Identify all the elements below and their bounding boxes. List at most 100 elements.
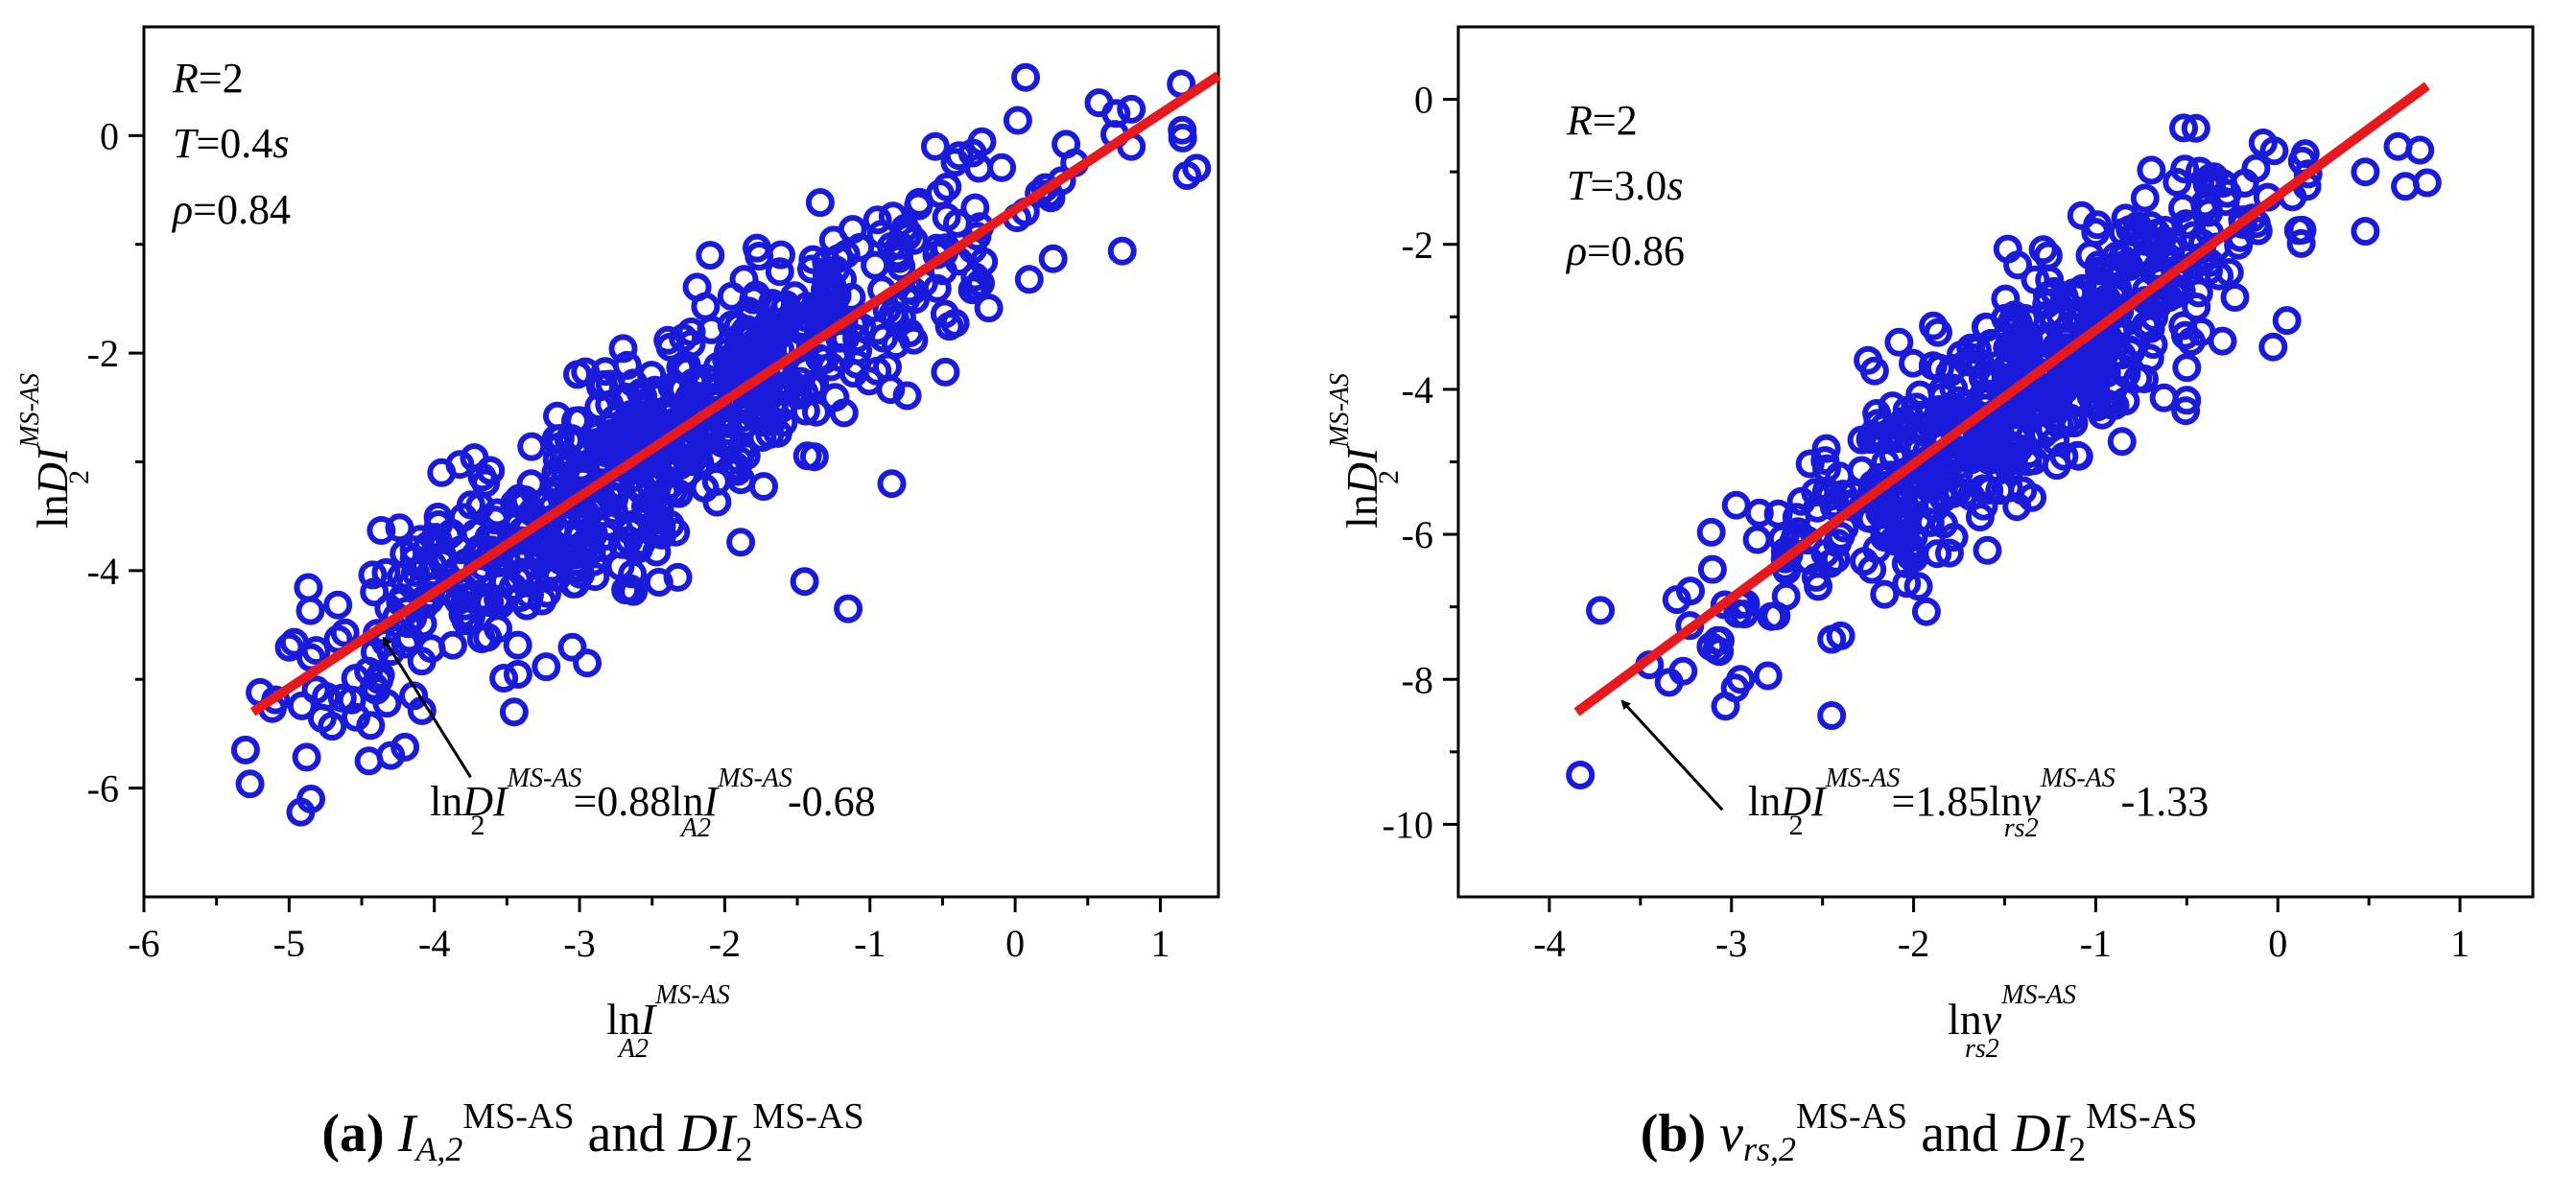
- scatter-point: [1903, 505, 1933, 535]
- scatter-point: [2287, 215, 2317, 245]
- scatter-point: [2107, 427, 2137, 457]
- scatter-point: [677, 447, 707, 477]
- x-axis-label-a: lnIMS-AS A2: [606, 980, 730, 1064]
- scatter-point: [362, 675, 391, 705]
- scatter-point: [1991, 284, 2021, 314]
- scatter-point: [557, 632, 587, 662]
- scatter-point: [1886, 483, 1916, 513]
- scatter-point: [667, 374, 697, 404]
- x-tick-label-a: 0: [1005, 922, 1025, 965]
- y-tick-label-b: 0: [1414, 79, 1433, 122]
- x-tick-label-b: 0: [2268, 922, 2287, 965]
- scatter-point: [2038, 402, 2068, 431]
- scatter-point: [295, 596, 325, 625]
- scatter-point: [612, 350, 642, 380]
- scatter-point: [726, 528, 756, 557]
- scatter-point: [1025, 178, 1054, 208]
- scatter-point: [503, 660, 532, 689]
- scatter-point: [542, 444, 572, 474]
- scatter-point: [1935, 538, 1964, 568]
- scatter-point: [287, 691, 317, 720]
- scatter-point: [274, 632, 304, 662]
- scatter-point: [1943, 477, 1973, 506]
- equation-b: lnDIMS-AS 2=1.85lnvMS-AS rs2-1.33: [1748, 764, 2209, 843]
- scatter-points-a: [230, 62, 1212, 827]
- scatter-point: [565, 553, 595, 583]
- scatter-point: [790, 567, 819, 597]
- scatter-point: [1854, 345, 1883, 375]
- scatter-point: [2092, 284, 2121, 314]
- scatter-point: [690, 473, 720, 503]
- scatter-point: [676, 317, 706, 346]
- scatter-point: [826, 343, 856, 372]
- scatter-point: [2009, 395, 2038, 425]
- scatter-point: [904, 191, 934, 221]
- scatter-point: [663, 562, 693, 592]
- scatter-point: [1826, 621, 1855, 650]
- scatter-point: [371, 557, 401, 587]
- scatter-point: [887, 303, 916, 333]
- scatter-point: [390, 629, 420, 659]
- scatter-point: [631, 491, 661, 521]
- scatter-point: [628, 422, 658, 452]
- scatter-point: [2190, 189, 2220, 219]
- scatter-point: [2149, 383, 2179, 412]
- scatter-point: [899, 325, 929, 355]
- scatter-point: [330, 618, 360, 647]
- x-tick-label-a: 1: [1150, 922, 1170, 965]
- scatter-point: [726, 340, 756, 369]
- scatter-point: [780, 281, 810, 311]
- scatter-point: [460, 443, 489, 473]
- y-tick-label-b: -6: [1402, 513, 1433, 556]
- scatter-point: [964, 153, 994, 183]
- scatter-point: [1878, 391, 1907, 421]
- scatter-point: [2132, 245, 2162, 274]
- scatter-point: [1003, 106, 1032, 135]
- scatter-point: [376, 741, 406, 770]
- equation-a: lnDIMS-AS 2=0.88lnIMS-AS A2-0.68: [430, 764, 876, 843]
- caption-a: (a) IA,2MS-AS and DI2MS-AS: [321, 1096, 863, 1168]
- scatter-point: [2014, 324, 2044, 354]
- scatter-point: [2248, 129, 2278, 157]
- axis-ticks-a: -6 -5 -4 -3 -2 -1 0 1 -6 -4 -2 0: [87, 114, 1170, 965]
- scatter-point: [729, 265, 759, 294]
- scatter-point: [1011, 62, 1040, 92]
- scatter-point: [2108, 218, 2138, 247]
- scatter-point: [1910, 413, 1940, 443]
- scatter-point: [1107, 236, 1137, 266]
- scatter-point: [2290, 139, 2320, 169]
- scatter-point: [799, 442, 829, 472]
- scatter-point: [501, 543, 531, 573]
- scatter-point: [2088, 400, 2117, 430]
- scatter-point: [1014, 265, 1044, 294]
- scatter-point: [489, 664, 519, 693]
- scatter-point: [957, 275, 987, 305]
- y-tick-label-a: -4: [87, 550, 119, 593]
- scatter-point: [1973, 535, 2002, 565]
- scatter-point: [1862, 534, 1892, 564]
- scatter-point: [2098, 374, 2128, 404]
- scatter-point: [1721, 490, 1751, 520]
- scatter-point: [2137, 155, 2166, 185]
- y-tick-label-a: -2: [87, 332, 119, 375]
- scatter-point: [703, 352, 733, 381]
- scatter-point: [1935, 358, 1965, 388]
- scatter-point: [428, 548, 458, 577]
- scatter-point: [2258, 332, 2288, 362]
- scatter-point: [1697, 554, 1727, 584]
- scatter-point: [230, 735, 260, 764]
- scatter-point: [877, 469, 907, 499]
- scatter-point: [2181, 113, 2210, 143]
- scatter-point: [1892, 569, 1922, 599]
- scatter-point: [499, 697, 529, 727]
- scatter-point: [385, 513, 414, 543]
- scatter-point: [920, 131, 950, 161]
- scatter-point: [2192, 170, 2222, 199]
- scatter-point: [967, 127, 997, 156]
- scatter-point: [1950, 435, 1980, 465]
- scatter-point: [1744, 498, 1774, 528]
- scatter-point: [2272, 306, 2302, 336]
- scatter-point: [356, 711, 386, 741]
- scatter-point: [279, 627, 309, 657]
- scatter-point: [2172, 386, 2202, 415]
